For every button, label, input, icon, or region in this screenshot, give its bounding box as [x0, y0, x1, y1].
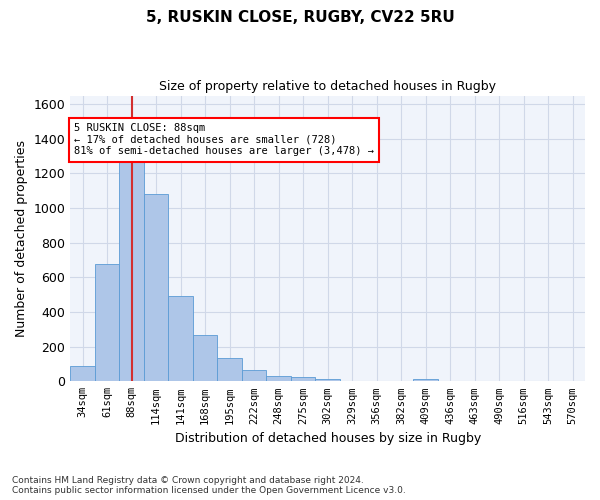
Bar: [266, 376, 291, 382]
Bar: [291, 377, 316, 382]
Text: Contains HM Land Registry data © Crown copyright and database right 2024.
Contai: Contains HM Land Registry data © Crown c…: [12, 476, 406, 495]
Bar: [316, 378, 340, 382]
X-axis label: Distribution of detached houses by size in Rugby: Distribution of detached houses by size …: [175, 432, 481, 445]
Bar: [413, 378, 438, 382]
Bar: [242, 370, 266, 382]
Bar: [119, 148, 144, 382]
Bar: [95, 264, 119, 382]
Bar: [193, 334, 217, 382]
Y-axis label: Number of detached properties: Number of detached properties: [15, 140, 28, 337]
Bar: [217, 358, 242, 382]
Bar: [169, 296, 193, 382]
Bar: [70, 366, 95, 382]
Text: 5, RUSKIN CLOSE, RUGBY, CV22 5RU: 5, RUSKIN CLOSE, RUGBY, CV22 5RU: [146, 10, 454, 25]
Text: 5 RUSKIN CLOSE: 88sqm
← 17% of detached houses are smaller (728)
81% of semi-det: 5 RUSKIN CLOSE: 88sqm ← 17% of detached …: [74, 124, 374, 156]
Title: Size of property relative to detached houses in Rugby: Size of property relative to detached ho…: [159, 80, 496, 93]
Bar: [144, 194, 169, 382]
